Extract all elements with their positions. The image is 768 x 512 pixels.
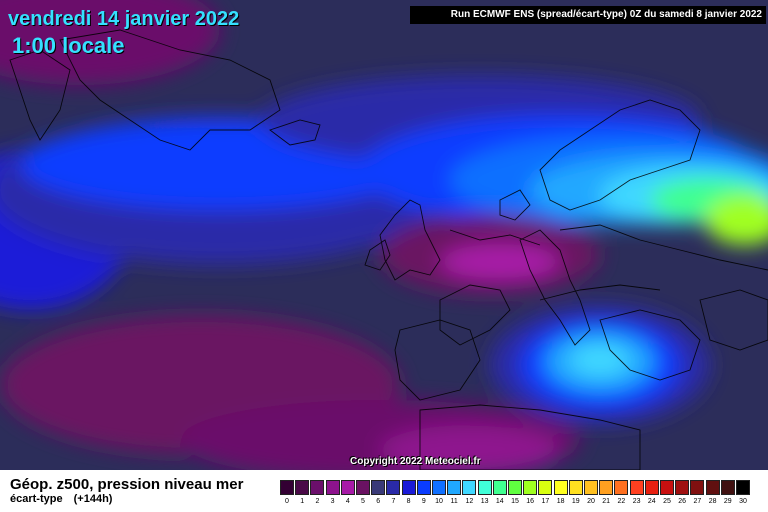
legend-tick-label: 0 [285,498,289,505]
legend-tick-label: 4 [345,498,350,505]
lead-time: (+144h) [73,493,113,505]
legend-tick-label: 17 [541,498,550,505]
legend-swatch [660,480,674,495]
legend-swatch [462,480,477,495]
run-info: Run ECMWF ENS (spread/écart-type) 0Z du … [410,6,766,24]
legend-tick-label: 21 [602,498,611,505]
legend-tick-label: 28 [708,498,717,505]
legend-tick-label: 22 [617,498,626,505]
variable-label: Géop. z500, pression niveau mer [10,476,244,493]
legend-swatch [690,480,705,495]
legend-swatch [325,480,340,495]
legend-swatch [401,480,416,495]
legend-tick-label: 13 [480,498,489,505]
legend-swatch [386,480,401,495]
legend-tick-label: 27 [693,498,702,505]
legend-swatch [432,480,446,495]
legend-swatch [356,480,370,495]
ensemble-spread-map: vendredi 14 janvier 2022 1:00 locale Run… [0,0,768,470]
legend-tick-label: 30 [739,498,747,505]
legend-tick-label: 23 [632,498,641,505]
legend-swatch [492,480,507,495]
legend-swatch [614,480,629,495]
legend-swatch [705,480,720,495]
legend-tick-label: 12 [465,498,474,505]
spread-shading [0,0,768,470]
legend-swatch [280,480,294,495]
legend-swatch [538,480,553,495]
legend-swatch [644,480,659,495]
legend-tick-label: 20 [587,498,595,505]
legend-footer: Géop. z500, pression niveau mer écart-ty… [0,470,768,512]
legend-swatch [523,480,538,495]
legend-swatch [720,480,735,495]
legend-swatch [416,480,431,495]
legend-tick-label: 15 [511,498,519,505]
legend-tick-label: 2 [315,498,320,505]
forecast-date: vendredi 14 janvier 2022 [8,8,240,30]
legend-swatch [675,480,690,495]
legend-tick-label: 26 [678,498,687,505]
legend-tick-label: 18 [556,498,565,505]
legend-swatch [447,480,462,495]
legend-swatch [371,480,386,495]
stat-label: écart-type (+144h) [10,493,120,505]
legend-tick-label: 1 [300,498,305,505]
legend-swatch [599,480,614,495]
coastlines [9,29,768,470]
legend-tick-label: 24 [647,498,656,505]
stat-name: écart-type [10,493,63,505]
legend-swatch [310,480,325,495]
legend-tick-label: 16 [526,498,535,505]
legend-tick-label: 10 [435,498,443,505]
legend-tick-label: 25 [663,498,671,505]
legend-tick-label: 29 [723,498,732,505]
legend-tick-label: 11 [450,498,458,505]
legend-swatch [295,480,310,495]
legend-tick-label: 9 [421,498,426,505]
legend-tick-label: 8 [406,498,411,505]
legend-swatch [477,480,492,495]
legend-swatch [629,480,644,495]
forecast-time: 1:00 locale [12,33,125,58]
legend-tick-label: 19 [571,498,580,505]
legend-swatch [553,480,568,495]
legend-swatch [340,480,355,495]
legend-swatch [736,480,750,495]
legend-tick-label: 5 [361,498,365,505]
legend-tick-label: 14 [495,498,504,505]
legend-tick-label: 6 [376,498,381,505]
legend-tick-label: 3 [330,498,335,505]
legend-swatch [508,480,522,495]
copyright: Copyright 2022 Meteociel.fr [350,456,481,467]
color-scale: 0 1 2 3 4 5 6 7 8 9 10 11 12 13 14 15 16 17 18 19 20 21 22 23 24… [280,480,750,510]
legend-swatch [584,480,598,495]
legend-tick-label: 7 [391,498,396,505]
legend-swatch [568,480,583,495]
